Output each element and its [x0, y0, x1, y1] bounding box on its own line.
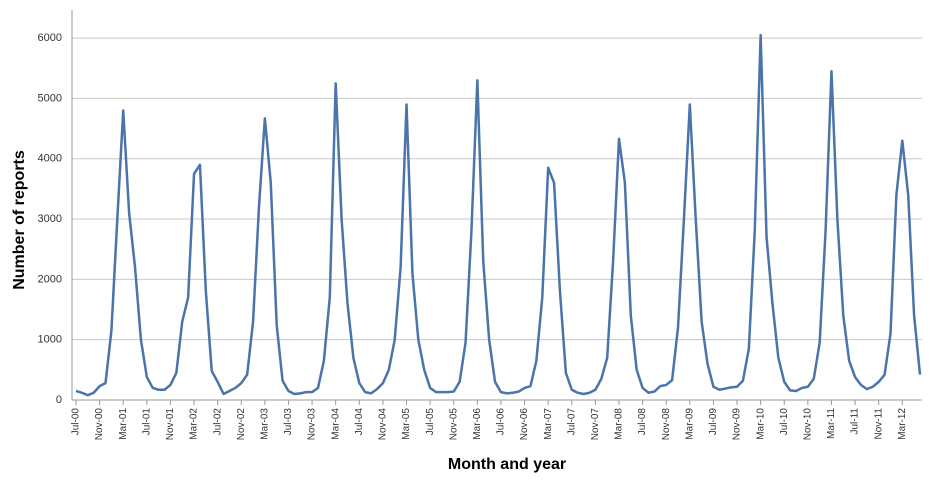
x-tick-label: Mar-06 — [472, 408, 483, 440]
x-tick-label: Jul-11 — [850, 408, 861, 435]
x-tick-label: Jul-09 — [708, 408, 719, 436]
x-tick-label: Nov-09 — [732, 408, 743, 441]
x-axis-title: Month and year — [448, 456, 566, 473]
x-tick-label: Nov-08 — [661, 408, 672, 441]
y-tick-label: 6000 — [38, 32, 62, 44]
x-tick-label: Jul-01 — [141, 408, 152, 436]
x-tick-label: Nov-10 — [803, 408, 814, 441]
x-tick-label: Mar-03 — [260, 408, 271, 440]
x-tick-label: Mar-08 — [614, 408, 625, 440]
x-tick-label: Nov-05 — [448, 408, 459, 441]
x-tick-label: Nov-02 — [236, 408, 247, 441]
x-tick-label: Nov-03 — [307, 408, 318, 441]
x-tick-label: Mar-12 — [897, 408, 908, 440]
x-tick-label: Nov-00 — [94, 408, 105, 441]
x-tick-label: Mar-10 — [755, 408, 766, 440]
x-tick-label: Mar-01 — [118, 408, 129, 440]
data-line — [75, 33, 922, 397]
x-tick-label: Jul-10 — [779, 408, 790, 436]
x-tick-label: Mar-05 — [401, 408, 412, 440]
x-tick-label: Jul-00 — [71, 408, 82, 436]
x-tick-label: Jul-03 — [283, 408, 294, 436]
y-axis-title: Number of reports — [11, 150, 28, 290]
x-tick-label: Mar-09 — [684, 408, 695, 440]
y-tick-label: 5000 — [38, 92, 62, 104]
x-tick-label: Jul-04 — [354, 408, 365, 436]
y-tick-label: 2000 — [38, 273, 62, 285]
x-tick-label: Nov-06 — [519, 408, 530, 441]
x-tick-label: Mar-11 — [826, 408, 837, 439]
x-tick-label: Nov-11 — [873, 408, 884, 440]
x-tick-label: Nov-01 — [165, 408, 176, 441]
x-tick-label: Jul-02 — [212, 408, 223, 436]
x-tick-label: Jul-07 — [566, 408, 577, 436]
x-tick-label: Jul-06 — [496, 408, 507, 436]
y-tick-label: 3000 — [38, 213, 62, 225]
x-tick-label: Nov-04 — [378, 408, 389, 441]
y-tick-label: 4000 — [38, 153, 62, 165]
x-tick-label: Nov-07 — [590, 408, 601, 441]
x-tick-label: Jul-08 — [637, 408, 648, 436]
x-tick-label: Jul-05 — [425, 408, 436, 436]
x-tick-label: Mar-07 — [543, 408, 554, 440]
y-tick-label: 1000 — [38, 334, 62, 346]
y-tick-label: 0 — [56, 394, 62, 406]
x-tick-label: Mar-02 — [189, 408, 200, 440]
x-tick-label: Mar-04 — [330, 408, 341, 440]
